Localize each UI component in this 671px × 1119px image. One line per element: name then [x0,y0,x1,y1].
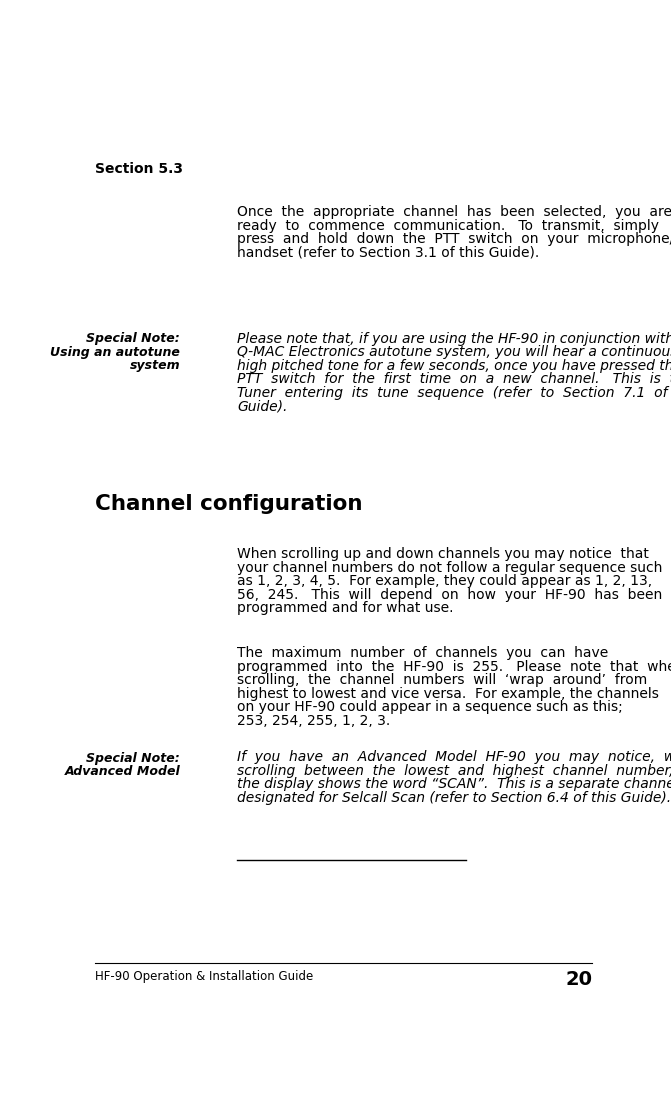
Text: Guide).: Guide). [238,399,288,413]
Text: handset (refer to Section 3.1 of this Guide).: handset (refer to Section 3.1 of this Gu… [238,246,539,260]
Text: the display shows the word “SCAN”.  This is a separate channel: the display shows the word “SCAN”. This … [238,778,671,791]
Text: Special Note:: Special Note: [87,752,180,765]
Text: Q-MAC Electronics autotune system, you will hear a continuous: Q-MAC Electronics autotune system, you w… [238,345,671,359]
Text: as 1, 2, 3, 4, 5.  For example, they could appear as 1, 2, 13,: as 1, 2, 3, 4, 5. For example, they coul… [238,574,652,589]
Text: 253, 254, 255, 1, 2, 3.: 253, 254, 255, 1, 2, 3. [238,714,391,728]
Text: Please note that, if you are using the HF-90 in conjunction with a: Please note that, if you are using the H… [238,331,671,346]
Text: programmed and for what use.: programmed and for what use. [238,601,454,615]
Text: scrolling  between  the  lowest  and  highest  channel  number,  that: scrolling between the lowest and highest… [238,764,671,778]
Text: scrolling,  the  channel  numbers  will  ‘wrap  around’  from: scrolling, the channel numbers will ‘wra… [238,674,648,687]
Text: If  you  have  an  Advanced  Model  HF-90  you  may  notice,  when: If you have an Advanced Model HF-90 you … [238,751,671,764]
Text: programmed  into  the  HF-90  is  255.   Please  note  that  when: programmed into the HF-90 is 255. Please… [238,660,671,674]
Text: Special Note:: Special Note: [87,332,180,346]
Text: When scrolling up and down channels you may notice  that: When scrolling up and down channels you … [238,547,649,561]
Text: highest to lowest and vice versa.  For example, the channels: highest to lowest and vice versa. For ex… [238,687,659,700]
Text: 20: 20 [566,970,592,989]
Text: on your HF-90 could appear in a sequence such as this;: on your HF-90 could appear in a sequence… [238,700,623,714]
Text: Tuner  entering  its  tune  sequence  (refer  to  Section  7.1  of  this: Tuner entering its tune sequence (refer … [238,386,671,399]
Text: Advanced Model: Advanced Model [64,765,180,778]
Text: PTT  switch  for  the  first  time  on  a  new  channel.   This  is  the: PTT switch for the first time on a new c… [238,373,671,386]
Text: Using an autotune: Using an autotune [50,346,180,358]
Text: designated for Selcall Scan (refer to Section 6.4 of this Guide).: designated for Selcall Scan (refer to Se… [238,791,671,805]
Text: Once  the  appropriate  channel  has  been  selected,  you  are: Once the appropriate channel has been se… [238,205,671,219]
Text: HF-90 Operation & Installation Guide: HF-90 Operation & Installation Guide [95,970,313,984]
Text: Channel configuration: Channel configuration [95,493,363,514]
Text: ready  to  commence  communication.   To  transmit,  simply: ready to commence communication. To tran… [238,218,660,233]
Text: Section 5.3: Section 5.3 [95,162,183,176]
Text: 56,  245.   This  will  depend  on  how  your  HF-90  has  been: 56, 245. This will depend on how your HF… [238,587,662,602]
Text: high pitched tone for a few seconds, once you have pressed the: high pitched tone for a few seconds, onc… [238,359,671,373]
Text: your channel numbers do not follow a regular sequence such: your channel numbers do not follow a reg… [238,561,663,574]
Text: press  and  hold  down  the  PTT  switch  on  your  microphone/: press and hold down the PTT switch on yo… [238,232,671,246]
Text: The  maximum  number  of  channels  you  can  have: The maximum number of channels you can h… [238,646,609,660]
Text: system: system [130,359,180,372]
